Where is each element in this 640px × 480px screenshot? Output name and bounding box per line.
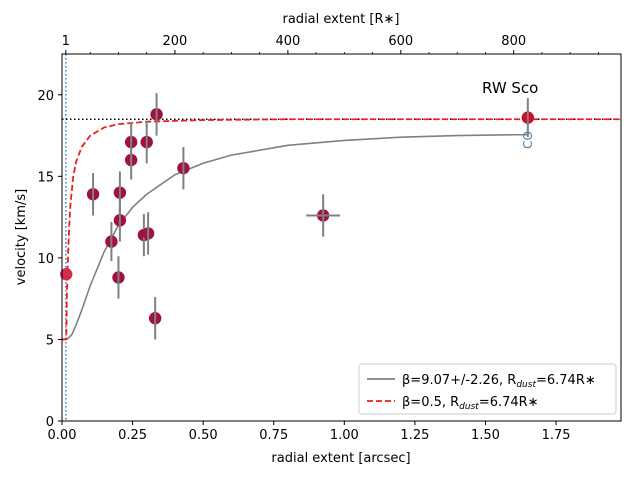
x-tick-label: 0.50 [189, 428, 218, 443]
data-point [60, 268, 73, 281]
top-x-tick-label: 600 [388, 34, 413, 49]
legend-box [358, 363, 617, 415]
legend-entry-subscript: dust [459, 402, 479, 412]
legend-entry-suffix: =6.74R∗ [479, 395, 539, 410]
top-x-tick-label: 800 [501, 34, 526, 49]
beta-fit-model-curve [62, 133, 528, 341]
legend-entry-label: β=0.5, Rdust=6.74R∗ [402, 395, 539, 412]
star-annotation: RW Sco [482, 79, 538, 97]
plot-frame [61, 53, 622, 422]
x-tick-label: 0.00 [48, 428, 77, 443]
x-tick-label: 1.25 [400, 428, 429, 443]
x-tick-label: 1.50 [471, 428, 500, 443]
legend-entry-subscript: dust [516, 380, 536, 390]
top-x-tick-label: 400 [275, 34, 300, 49]
beta-0.5-model-curve [62, 118, 621, 341]
x-tick-label: 0.25 [118, 428, 147, 443]
x-tick-label: 0.75 [259, 428, 288, 443]
y-tick-label: 10 [37, 252, 54, 267]
legend-entry-text: β=0.5, R [402, 395, 459, 410]
axes: 0.00 0.25 0.50 0.75 1.00 1.25 1.50 1.75 0 5 10 15 20… [37, 34, 599, 443]
x-tick-label: 1.75 [542, 428, 571, 443]
y-axis-label: velocity [km/s] [14, 189, 29, 285]
legend-entry-text: β=9.07+/-2.26, R [402, 373, 516, 388]
top-x-tick-label: 1 [62, 34, 70, 49]
x-axis-label: radial extent [arcsec] [271, 451, 410, 466]
x-tick-label: 1.00 [330, 428, 359, 443]
top-x-tick-label: 200 [163, 34, 188, 49]
y-tick-label: 5 [46, 333, 54, 348]
model-curves [62, 118, 621, 341]
legend-entry-suffix: =6.74R∗ [536, 373, 596, 388]
y-tick-label: 20 [37, 89, 54, 104]
top-x-axis-label: radial extent [R∗] [283, 12, 400, 27]
y-tick-label: 15 [37, 170, 54, 185]
co-label: CO [521, 131, 535, 149]
y-tick-label: 0 [46, 415, 54, 430]
data-points [60, 93, 535, 340]
legend: β=9.07+/-2.26, Rdust=6.74R∗β=0.5, Rdust=… [358, 363, 617, 415]
legend-entry-label: β=9.07+/-2.26, Rdust=6.74R∗ [402, 373, 596, 390]
